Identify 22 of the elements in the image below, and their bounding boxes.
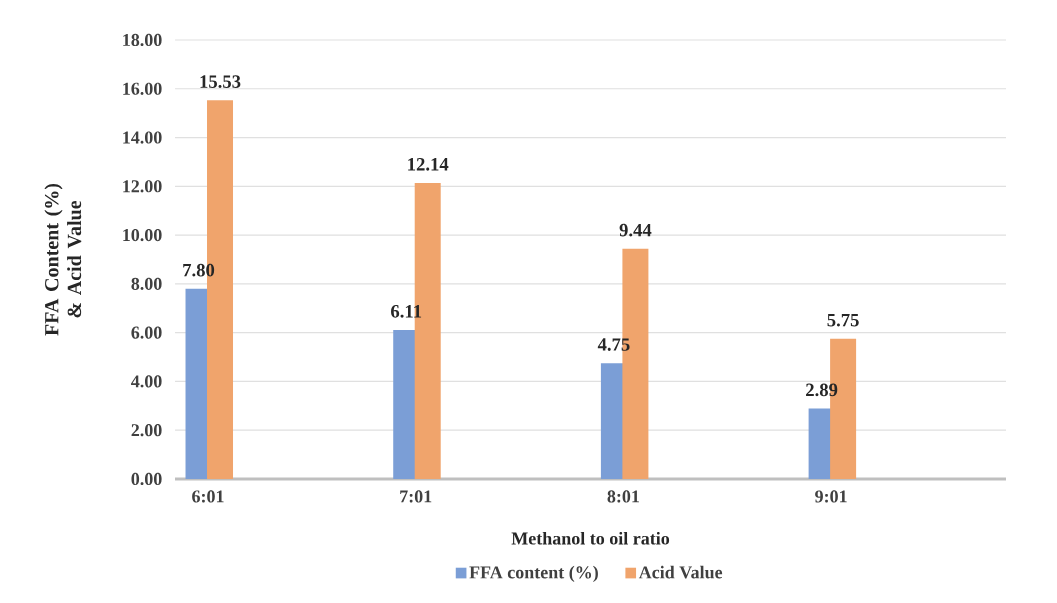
y-tick-label: 12.00 [123, 180, 162, 193]
y-tick-label: 6.00 [131, 326, 162, 339]
x-tick-label: 9:01 [815, 490, 847, 503]
y-tick-label: 10.00 [123, 228, 162, 242]
y-axis-title: FFA Content (%) & Acid Value [44, 183, 82, 336]
legend-label: FFA content (%) [469, 565, 598, 583]
y-tick-label: 16.00 [123, 82, 162, 95]
y-tick-label: 4.00 [131, 375, 162, 388]
y-tick-label: 14.00 [123, 131, 162, 144]
data-label: 15.53 [200, 75, 241, 88]
data-label: 12.14 [408, 158, 449, 171]
x-tick-label: 8:01 [607, 490, 639, 503]
y-tick-label: 8.00 [131, 277, 162, 290]
y-tick-label: 18.00 [123, 33, 162, 47]
x-axis-title: Methanol to oil ratio [511, 531, 670, 545]
y-tick-label: 0.00 [131, 472, 162, 486]
x-tick-label: 6:01 [192, 490, 224, 503]
data-label: 5.75 [827, 313, 859, 327]
legend-label: Acid Value [638, 565, 723, 579]
y-tick-label: 2.00 [131, 424, 162, 437]
data-label: 9.44 [619, 223, 652, 237]
x-tick-label: 7:01 [400, 490, 432, 503]
